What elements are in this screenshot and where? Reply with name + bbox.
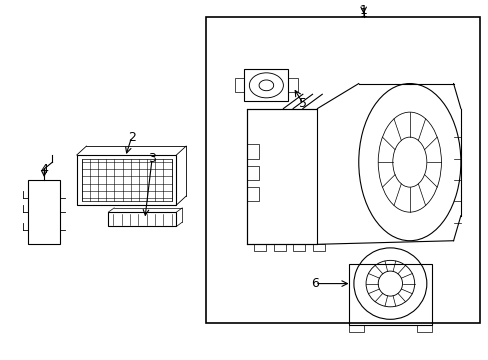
Text: 3: 3 <box>148 152 156 165</box>
Bar <box>416 325 431 332</box>
Bar <box>273 244 285 251</box>
Bar <box>81 158 171 202</box>
Bar <box>292 244 305 251</box>
Bar <box>348 264 431 325</box>
Bar <box>234 78 244 93</box>
Bar <box>287 78 297 93</box>
Bar <box>312 244 324 251</box>
Bar <box>246 144 259 158</box>
Bar <box>348 325 363 332</box>
Text: 4: 4 <box>40 163 48 176</box>
Bar <box>77 155 176 205</box>
Bar <box>246 109 317 244</box>
Text: 1: 1 <box>359 8 367 21</box>
Bar <box>108 212 176 226</box>
Bar <box>28 180 60 244</box>
Text: 6: 6 <box>310 277 318 290</box>
Bar <box>254 244 266 251</box>
Bar <box>246 187 259 202</box>
Text: 5: 5 <box>298 97 306 110</box>
Bar <box>205 18 479 323</box>
Bar <box>246 166 259 180</box>
Text: 1: 1 <box>359 4 367 17</box>
Bar <box>244 69 287 102</box>
Text: 2: 2 <box>127 131 135 144</box>
